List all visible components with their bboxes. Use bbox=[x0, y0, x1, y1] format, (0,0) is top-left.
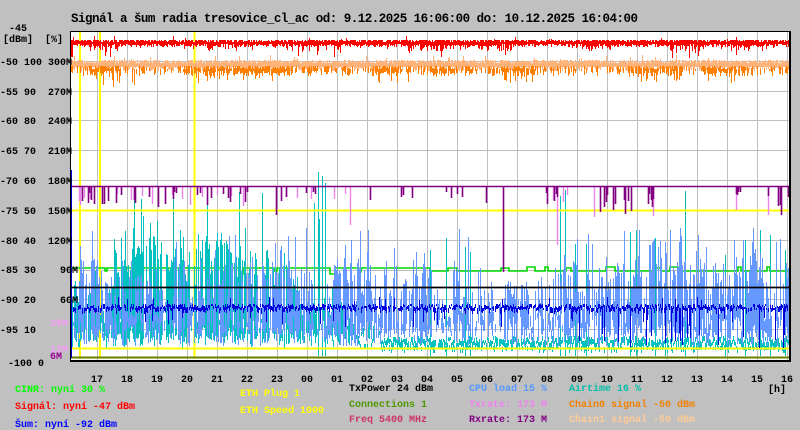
svg-text:-90 20 60M: -90 20 60M bbox=[0, 296, 78, 307]
svg-text:ETH Speed 1000: ETH Speed 1000 bbox=[240, 405, 324, 417]
svg-text:ETH Plug 1: ETH Plug 1 bbox=[240, 388, 300, 400]
svg-text:14: 14 bbox=[721, 375, 733, 386]
svg-text:13M: 13M bbox=[50, 345, 68, 356]
svg-text:-85 30 90M: -85 30 90M bbox=[0, 266, 78, 277]
svg-text:-50 100 300M: -50 100 300M bbox=[0, 58, 72, 69]
svg-text:-65 70 210M: -65 70 210M bbox=[0, 147, 72, 158]
svg-text:CPU load 15 %: CPU load 15 % bbox=[469, 383, 547, 395]
svg-text:23: 23 bbox=[271, 375, 283, 386]
svg-text:Rxrate: 173 M: Rxrate: 173 M bbox=[469, 415, 547, 426]
svg-text:09: 09 bbox=[571, 375, 583, 386]
svg-text:04: 04 bbox=[421, 375, 433, 386]
svg-text:-80 40 120M: -80 40 120M bbox=[0, 237, 72, 248]
svg-text:[dBm] [%]: [dBm] [%] bbox=[3, 34, 63, 46]
svg-text:19: 19 bbox=[151, 375, 163, 386]
svg-text:CINR: nyní 30 %: CINR: nyní 30 % bbox=[15, 384, 105, 396]
svg-text:13: 13 bbox=[691, 375, 703, 386]
svg-text:Šum: nyní -92 dBm: Šum: nyní -92 dBm bbox=[15, 417, 117, 430]
svg-text:[h]: [h] bbox=[768, 384, 786, 396]
svg-text:39M: 39M bbox=[50, 319, 68, 330]
svg-text:-95 10: -95 10 bbox=[0, 326, 36, 337]
svg-text:02: 02 bbox=[361, 375, 373, 386]
svg-text:00: 00 bbox=[301, 375, 313, 386]
svg-text:03: 03 bbox=[391, 375, 403, 386]
svg-text:12: 12 bbox=[661, 375, 673, 386]
svg-text:Freq 5400 MHz: Freq 5400 MHz bbox=[349, 415, 427, 426]
svg-text:21: 21 bbox=[211, 375, 223, 386]
svg-text:Chain1 signal -50 dBm: Chain1 signal -50 dBm bbox=[569, 414, 695, 426]
svg-text:-60 80 240M: -60 80 240M bbox=[0, 117, 72, 128]
svg-text:15: 15 bbox=[751, 375, 763, 386]
svg-text:Signál a šum radia tresovice_c: Signál a šum radia tresovice_cl_ac od: 9… bbox=[71, 12, 638, 26]
svg-text:18: 18 bbox=[121, 375, 133, 386]
svg-text:TxPower 24 dBm: TxPower 24 dBm bbox=[349, 383, 433, 395]
svg-text:06: 06 bbox=[481, 375, 493, 386]
svg-text:Connections 1: Connections 1 bbox=[349, 399, 427, 411]
svg-text:11: 11 bbox=[631, 375, 643, 386]
svg-text:-55 90 270M: -55 90 270M bbox=[0, 88, 72, 99]
svg-text:17: 17 bbox=[91, 375, 103, 386]
svg-text:20: 20 bbox=[181, 375, 193, 386]
svg-text:07: 07 bbox=[511, 375, 523, 386]
svg-text:-45: -45 bbox=[9, 24, 27, 35]
svg-text:6M: 6M bbox=[50, 352, 62, 363]
svg-text:08: 08 bbox=[541, 375, 553, 386]
svg-text:-100 0: -100 0 bbox=[8, 359, 44, 370]
svg-text:10: 10 bbox=[601, 375, 613, 386]
svg-text:01: 01 bbox=[331, 375, 343, 386]
svg-text:Signál: nyní -47 dBm: Signál: nyní -47 dBm bbox=[15, 401, 135, 413]
svg-text:22: 22 bbox=[241, 375, 253, 386]
svg-text:Txrate: 173 M: Txrate: 173 M bbox=[469, 400, 547, 411]
svg-text:Airtime 16 %: Airtime 16 % bbox=[569, 383, 641, 395]
svg-text:-70 60 180M: -70 60 180M bbox=[0, 177, 72, 188]
svg-text:Chain0 signal -50 dBm: Chain0 signal -50 dBm bbox=[569, 399, 695, 411]
svg-text:-75 50 150M: -75 50 150M bbox=[0, 207, 72, 218]
svg-text:16: 16 bbox=[781, 375, 793, 386]
svg-text:05: 05 bbox=[451, 375, 463, 386]
